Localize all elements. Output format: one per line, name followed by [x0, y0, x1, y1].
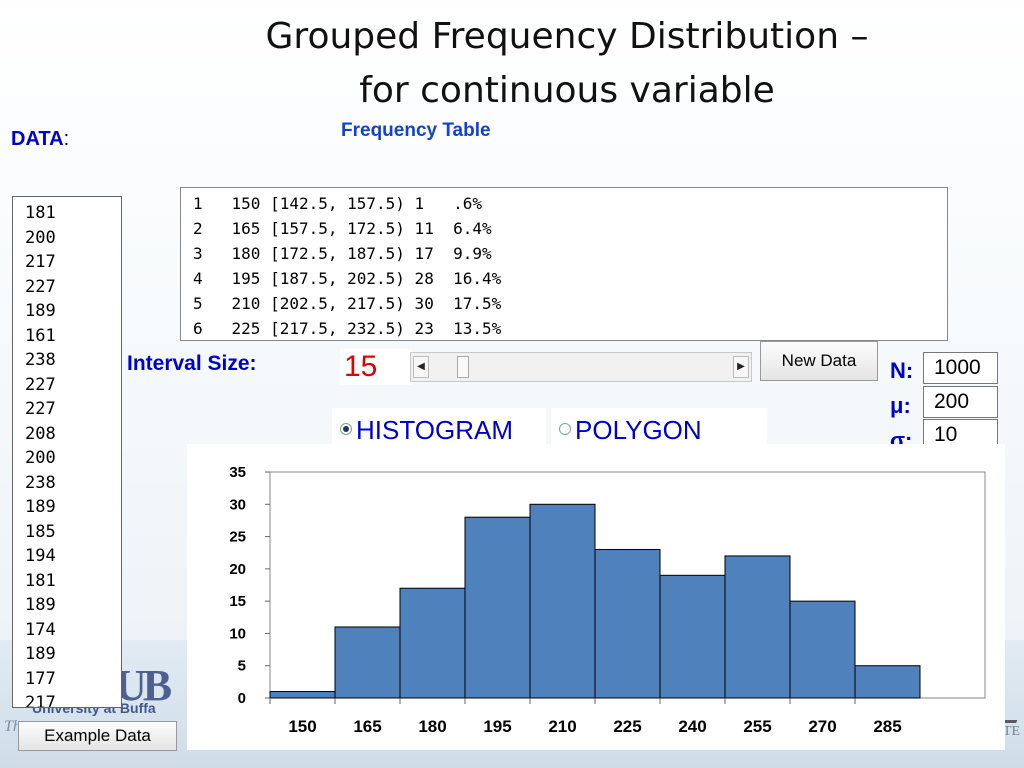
data-value: 181	[25, 203, 56, 223]
x-tick-label: 180	[418, 717, 446, 736]
university-logo: UB	[115, 661, 172, 710]
data-list-box[interactable]: 181 200 217 227 189 161 238 227 227 208 200 238 189 1…	[12, 196, 122, 708]
new-data-button[interactable]: New Data	[760, 341, 878, 381]
histogram-chart: 0 5 10 15 20 25 30 35 150 165 180 195 210 225 240 255 27…	[229, 464, 986, 736]
data-value: 194	[25, 546, 56, 566]
interval-size-slider[interactable]: ◀ ▶	[410, 352, 752, 382]
histogram-bar	[789, 600, 856, 699]
frequency-table-list: 1 150 [142.5, 157.5) 1 .6% 2 165 [157.5, …	[181, 188, 947, 341]
data-list: 181 200 217 227 189 161 238 227 227 208 200 238 189 1…	[13, 197, 121, 708]
data-value: 238	[25, 350, 56, 370]
data-value: 217	[25, 252, 56, 272]
histogram-bar	[529, 503, 596, 699]
histogram-bar	[269, 691, 336, 699]
arrow-right-icon[interactable]: ▶	[733, 356, 749, 378]
x-tick-label: 150	[288, 717, 316, 736]
y-tick-label: 35	[229, 464, 246, 481]
x-tick-label: 285	[873, 717, 901, 736]
slide-title: Grouped Frequency Distribution – for con…	[0, 10, 1024, 118]
slide-title-line2: for continuous variable	[359, 70, 775, 111]
y-tick-label: 15	[229, 593, 246, 610]
slider-thumb[interactable]	[457, 356, 469, 378]
frequency-table-row: 5 210 [202.5, 217.5) 30 17.5%	[193, 294, 502, 313]
data-value: 227	[25, 276, 56, 297]
x-tick-label: 270	[808, 717, 836, 736]
mu-field[interactable]: 200	[923, 386, 998, 418]
y-tick-label: 25	[229, 529, 246, 546]
data-value: 161	[25, 325, 56, 346]
background-text-left: Th	[4, 718, 21, 735]
radio-selected-icon[interactable]	[340, 423, 352, 436]
data-label-colon: :	[63, 128, 70, 150]
radio-unselected-icon[interactable]	[559, 423, 571, 436]
data-value: 189	[25, 595, 56, 615]
data-value: 227	[25, 399, 56, 419]
frequency-table-row: 3 180 [172.5, 187.5) 17 9.9%	[193, 244, 492, 263]
data-value: 238	[25, 472, 56, 493]
histogram-bar	[464, 516, 531, 699]
data-value: 189	[25, 497, 56, 517]
data-value: 227	[25, 374, 56, 395]
data-value: 181	[25, 570, 56, 591]
radio-polygon-label: POLYGON	[575, 415, 702, 445]
histogram-bar	[334, 626, 401, 699]
n-label: N:	[890, 358, 914, 383]
data-value: 189	[25, 644, 56, 664]
data-value: 185	[25, 521, 56, 542]
interval-size-label: Interval Size:	[127, 352, 257, 375]
data-value: 200	[25, 448, 56, 468]
frequency-table-box[interactable]: 1 150 [142.5, 157.5) 1 .6% 2 165 [157.5, …	[180, 187, 948, 341]
mu-label: μ:	[890, 393, 911, 418]
histogram-bar	[659, 574, 726, 699]
histogram-bar	[594, 548, 661, 699]
y-tick-label: 0	[238, 690, 246, 707]
background-text-right: TE	[1002, 724, 1020, 739]
radio-histogram-label: HISTOGRAM	[356, 415, 513, 445]
frequency-table-row: 6 225 [217.5, 232.5) 23 13.5%	[193, 319, 502, 338]
n-field[interactable]: 1000	[923, 352, 998, 384]
y-tick-label: 10	[229, 625, 246, 642]
data-value: 174	[25, 619, 56, 640]
frequency-table-row: 4 195 [187.5, 202.5) 28 16.4%	[193, 269, 502, 288]
x-tick-label: 225	[613, 717, 641, 736]
data-value: 208	[25, 423, 56, 444]
x-tick-label: 165	[353, 717, 381, 736]
slide-title-line1: Grouped Frequency Distribution –	[265, 16, 869, 57]
example-data-button[interactable]: Example Data	[18, 721, 177, 751]
histogram-bar	[724, 555, 791, 699]
data-label: DATA:	[11, 128, 69, 151]
x-tick-label: 240	[678, 717, 706, 736]
histogram-bar	[399, 587, 466, 699]
frequency-table-row: 1 150 [142.5, 157.5) 1 .6%	[193, 194, 482, 213]
data-value: 189	[25, 301, 56, 321]
histogram-panel: 0 5 10 15 20 25 30 35 150 165 180 195 210 225 240 255 27…	[187, 444, 1005, 750]
x-tick-label: 210	[548, 717, 576, 736]
y-tick-label: 5	[238, 658, 246, 675]
frequency-table-row: 2 165 [157.5, 172.5) 11 6.4%	[193, 219, 492, 238]
x-tick-label: 255	[743, 717, 771, 736]
histogram-bar	[854, 665, 921, 699]
data-value: 200	[25, 227, 56, 248]
y-tick-label: 30	[229, 496, 246, 513]
x-tick-label: 195	[483, 717, 511, 736]
data-value: 177	[25, 668, 56, 689]
data-label-text: DATA	[11, 128, 64, 150]
data-value: 217	[25, 693, 56, 708]
interval-size-value[interactable]: 15	[340, 349, 412, 385]
y-tick-label: 20	[229, 561, 246, 578]
arrow-left-icon[interactable]: ◀	[413, 356, 429, 378]
frequency-table-title: Frequency Table	[341, 120, 491, 141]
